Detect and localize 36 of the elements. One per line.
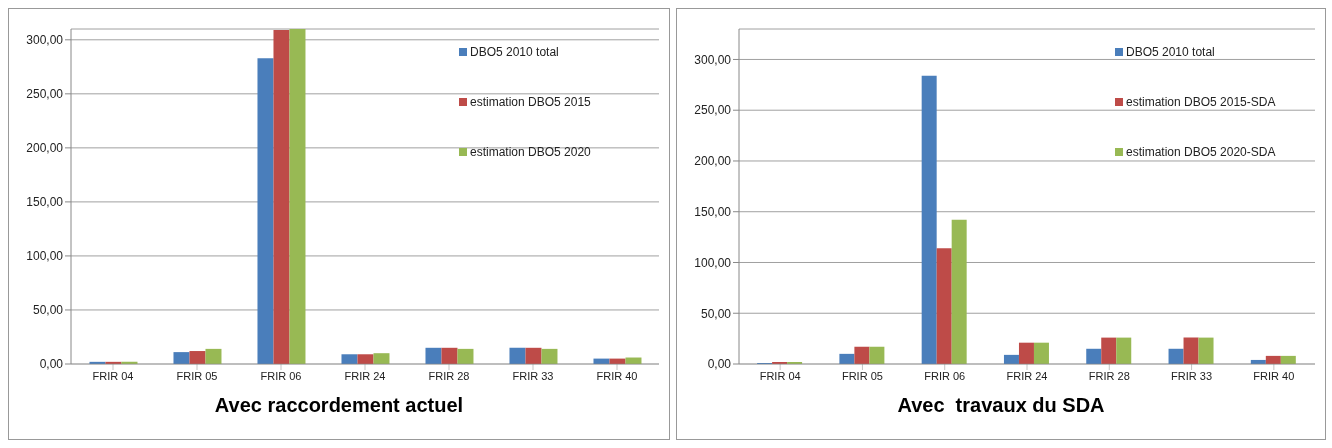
y-tick-label: 300,00	[694, 52, 732, 67]
y-tick-label: 150,00	[694, 204, 732, 219]
x-tick-label: FRIR 40	[1253, 369, 1295, 382]
x-tick-label: FRIR 33	[1171, 369, 1213, 382]
x-tick-label: FRIR 04	[759, 369, 801, 382]
y-tick-label: 0,00	[707, 357, 732, 372]
legend-label: estimation DBO5 2015	[470, 95, 591, 109]
text: Avec raccordement actuel	[213, 394, 465, 417]
y-tick-label: 200,00	[26, 141, 64, 156]
y-tick-label: 50,00	[700, 306, 732, 321]
x-tick-label: FRIR 40	[596, 369, 638, 382]
x-tick-label: FRIR 05	[176, 369, 218, 382]
x-tick-label: FRIR 06	[924, 369, 966, 382]
y-tick-label: 0,00	[39, 357, 64, 372]
y-tick-label: 100,00	[26, 249, 64, 264]
x-tick-label: FRIR 06	[260, 369, 302, 382]
legend-label: DBO5 2010 total	[1126, 45, 1215, 59]
y-tick-label: 100,00	[694, 255, 732, 270]
legend-label: estimation DBO5 2020-SDA	[1126, 145, 1276, 159]
y-tick-label: 50,00	[32, 303, 64, 318]
x-tick-label: FRIR 24	[344, 369, 386, 382]
x-tick-label: FRIR 28	[428, 369, 470, 382]
legend-label: DBO5 2010 total	[470, 45, 559, 59]
y-tick-label: 300,00	[26, 33, 64, 48]
x-tick-label: FRIR 24	[1006, 369, 1048, 382]
legend-label: estimation DBO5 2020	[470, 145, 591, 159]
y-tick-label: 150,00	[26, 195, 64, 210]
x-tick-label: FRIR 33	[512, 369, 554, 382]
x-tick-label: FRIR 04	[92, 369, 134, 382]
x-tick-label: FRIR 05	[841, 369, 883, 382]
legend-label: estimation DBO5 2015-SDA	[1126, 95, 1276, 109]
y-tick-label: 200,00	[694, 154, 732, 169]
y-tick-label: 250,00	[694, 103, 732, 118]
x-tick-label: FRIR 28	[1088, 369, 1130, 382]
text: Avec travaux du SDA	[896, 394, 1106, 417]
y-tick-label: 250,00	[26, 87, 64, 102]
